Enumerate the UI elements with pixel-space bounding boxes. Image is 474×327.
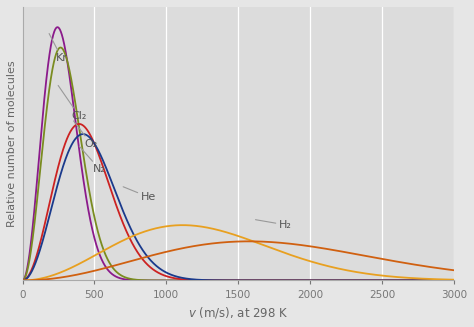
Text: He: He: [123, 187, 155, 202]
Text: Kr: Kr: [49, 34, 67, 62]
Text: H₂: H₂: [255, 220, 292, 230]
Y-axis label: Relative number of molecules: Relative number of molecules: [7, 60, 17, 227]
X-axis label: $\it{v}$ (m/s), at 298 K: $\it{v}$ (m/s), at 298 K: [188, 305, 288, 320]
Text: N₂: N₂: [79, 146, 106, 174]
Text: Cl₂: Cl₂: [58, 85, 87, 121]
Text: O₂: O₂: [73, 121, 98, 149]
